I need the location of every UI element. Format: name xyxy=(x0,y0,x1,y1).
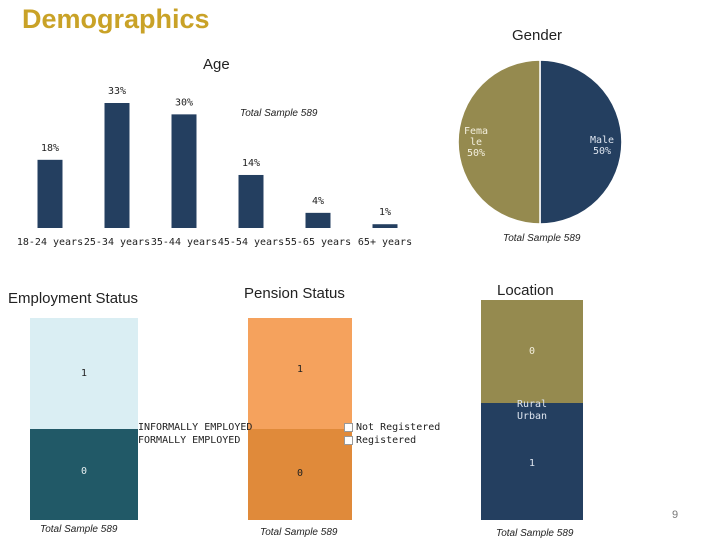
stacked-segment-label: 0 xyxy=(296,468,304,479)
legend-entry: FORMALLY EMPLOYED xyxy=(138,434,252,447)
employment-legend: INFORMALLY EMPLOYED FORMALLY EMPLOYED xyxy=(138,421,252,447)
employment-chart-title: Employment Status xyxy=(8,290,139,307)
age-chart-title: Age xyxy=(203,56,230,73)
age-category-label: 35-44 years xyxy=(151,237,217,248)
legend-entry: INFORMALLY EMPLOYED xyxy=(138,421,252,434)
page-number: 9 xyxy=(672,509,679,521)
age-total-sample: Total Sample 589 xyxy=(240,108,318,119)
age-category-label: 65+ years xyxy=(358,237,412,248)
pension-total-sample: Total Sample 589 xyxy=(260,527,338,538)
stacked-segment-label: 1 xyxy=(296,364,304,375)
age-value-label: 4% xyxy=(312,196,324,207)
age-category-label: 25-34 years xyxy=(84,237,150,248)
pension-chart-title: Pension Status xyxy=(244,285,345,302)
age-value-label: 1% xyxy=(379,207,391,218)
legend-label: Registered xyxy=(356,435,417,446)
stacked-segment-label: 1 xyxy=(528,458,536,469)
employment-total-sample: Total Sample 589 xyxy=(40,524,118,535)
page-title: Demographics xyxy=(22,4,210,34)
age-value-label: 33% xyxy=(108,86,126,97)
stacked-segment-not-registered: 1 xyxy=(248,318,352,429)
legend-swatch xyxy=(344,436,353,445)
age-bar xyxy=(37,159,63,228)
stacked-segment-label: 1 xyxy=(80,368,88,379)
age-category-label: 55-65 years xyxy=(285,237,351,248)
stacked-segment-urban: 1 xyxy=(481,403,583,520)
gender-chart-title: Gender xyxy=(512,27,563,44)
pension-legend: Not Registered Registered xyxy=(344,421,440,447)
location-total-sample: Total Sample 589 xyxy=(496,528,574,539)
stacked-segment-rural: 0 xyxy=(481,300,583,403)
stacked-segment-formally-employed: 0 xyxy=(30,429,138,520)
legend-entry: Registered xyxy=(344,434,440,447)
age-bar xyxy=(238,174,264,228)
location-stacked-bar: 0 1 Rural Urban xyxy=(481,300,583,520)
pie-label-male: Male 50% xyxy=(590,135,614,157)
stacked-segment-registered: 0 xyxy=(248,429,352,520)
pie-slice-female xyxy=(457,59,541,225)
stacked-segment-informally-employed: 1 xyxy=(30,318,138,429)
age-bar xyxy=(305,212,331,228)
age-category-label: 45-54 years xyxy=(218,237,284,248)
age-bar xyxy=(104,103,130,228)
age-value-label: 30% xyxy=(175,97,193,108)
age-category-label: 18-24 years xyxy=(17,237,83,248)
location-category-urban: Urban xyxy=(516,411,548,422)
legend-entry: Not Registered xyxy=(344,421,440,434)
gender-total-sample: Total Sample 589 xyxy=(503,233,581,244)
pie-label-female: Fema le 50% xyxy=(464,126,488,159)
location-chart-title: Location xyxy=(497,282,554,299)
pie-slice-male xyxy=(539,59,623,225)
location-category-rural: Rural xyxy=(516,399,548,410)
age-value-label: 18% xyxy=(41,143,59,154)
legend-label: Not Registered xyxy=(356,422,441,433)
legend-label: FORMALLY EMPLOYED xyxy=(138,435,241,446)
age-bar xyxy=(372,224,398,228)
legend-swatch xyxy=(344,423,353,432)
age-value-label: 14% xyxy=(242,158,260,169)
legend-label: INFORMALLY EMPLOYED xyxy=(138,422,253,433)
age-bar xyxy=(171,114,197,228)
stacked-segment-label: 0 xyxy=(80,466,88,477)
stacked-segment-label: 0 xyxy=(528,346,536,357)
location-category-labels: Rural Urban xyxy=(481,399,583,423)
